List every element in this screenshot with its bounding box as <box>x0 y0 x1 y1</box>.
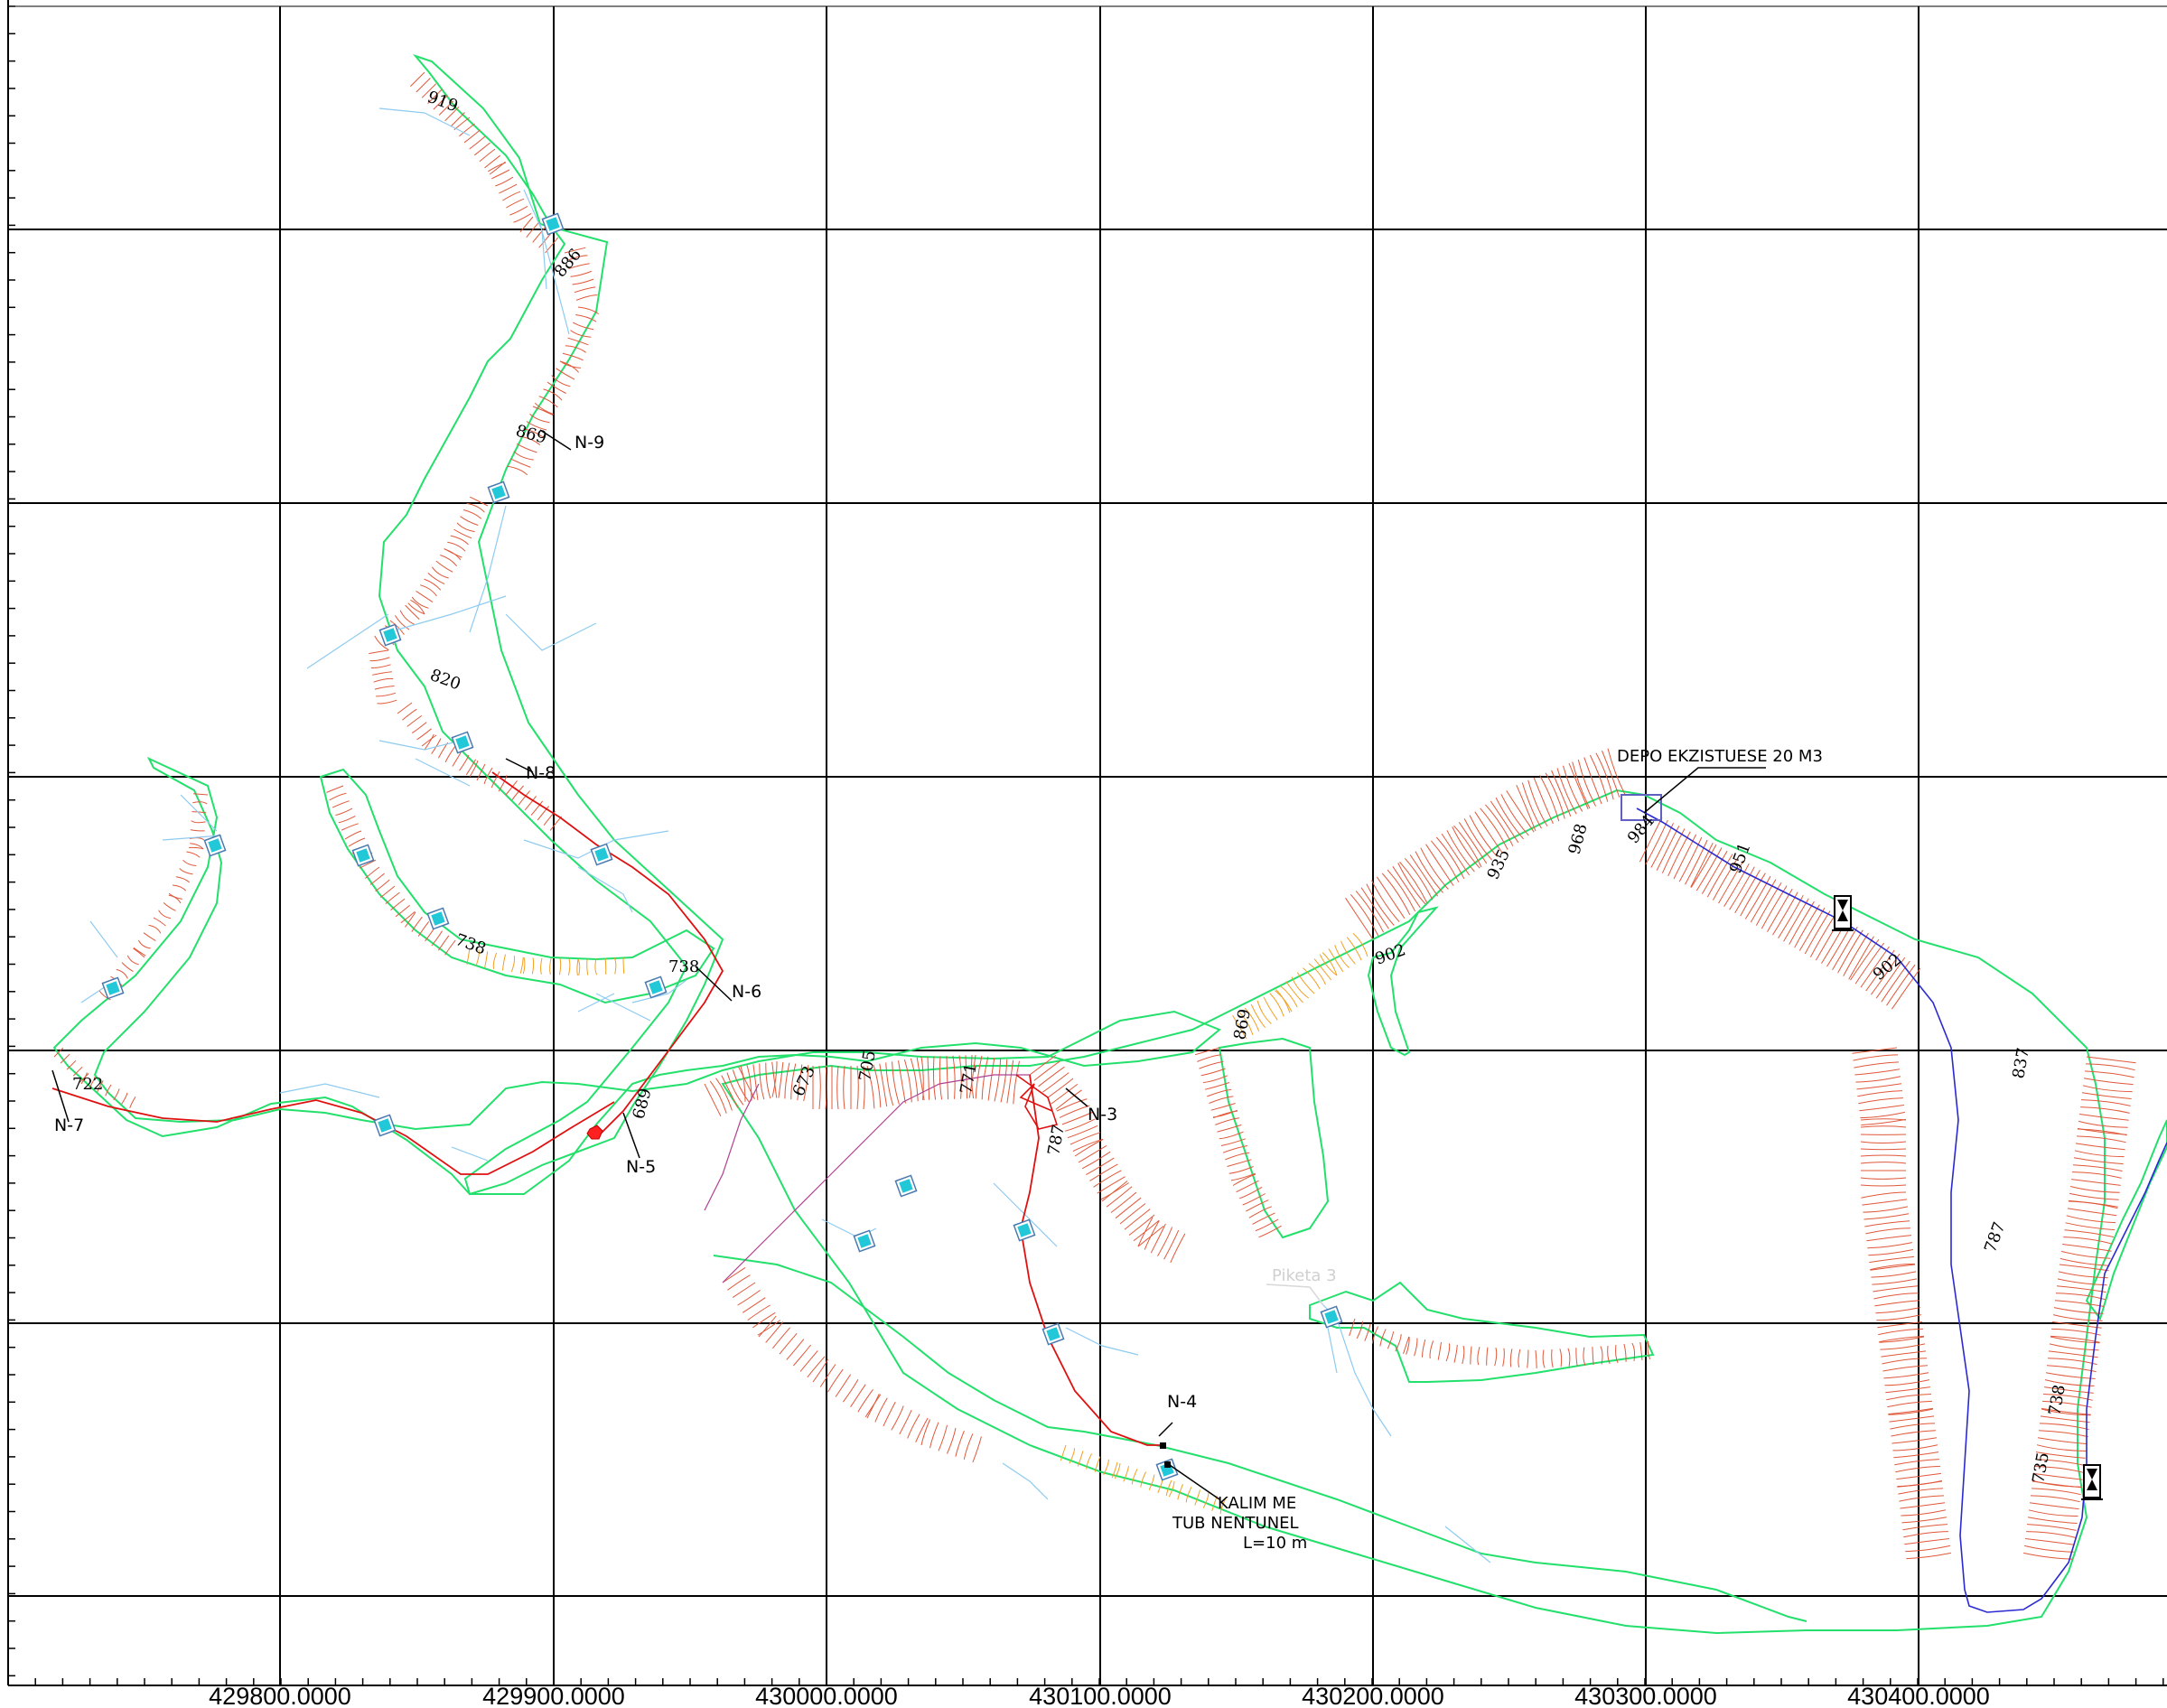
bottom-axis-ticks <box>7 1678 2164 1685</box>
contour-label: 869 <box>1230 1007 1255 1041</box>
manhole-icon <box>853 1229 876 1253</box>
manhole-icon <box>101 976 125 1000</box>
tunnel-markers <box>1160 1442 1171 1468</box>
contour-label: 787 <box>1981 1219 2009 1255</box>
node-label-n5: N-5 <box>626 1157 656 1177</box>
x-axis-label: 430400.0000 <box>1847 1683 1990 1708</box>
road-outline-center <box>721 789 2106 1635</box>
contour-label: 771 <box>957 1061 981 1095</box>
kalim-label-line2: TUB NENTUNEL <box>1172 1514 1299 1533</box>
contour-label: 738 <box>453 930 488 958</box>
contour-label: 738 <box>668 957 699 976</box>
kalim-label-line3: L=10 m <box>1243 1534 1307 1553</box>
x-axis-label: 430100.0000 <box>1029 1683 1172 1708</box>
manhole-icon <box>1013 1218 1036 1242</box>
contour-label: 902 <box>1373 940 1408 968</box>
contour-label: 968 <box>1565 822 1592 857</box>
kalim-label-line1: KALIM ME <box>1218 1494 1296 1513</box>
coordinate-grid <box>8 6 2167 1685</box>
contour-label: 886 <box>551 245 585 281</box>
road-corridor-outlines <box>52 53 2167 1635</box>
manhole-icon <box>451 731 474 754</box>
x-axis-label: 430200.0000 <box>1302 1683 1444 1708</box>
contour-label: 705 <box>855 1049 880 1082</box>
x-axis-label: 430300.0000 <box>1574 1683 1717 1708</box>
contour-label: 787 <box>1044 1123 1069 1156</box>
contour-label: 735 <box>2029 1451 2053 1484</box>
valve-icon <box>2081 1464 2103 1500</box>
road-outline-west <box>52 756 1221 1195</box>
node-labels: N-9 N-8 N-7 N-6 N-5 N-4 N-3 <box>54 433 1197 1412</box>
contour-label: 837 <box>2009 1046 2033 1079</box>
secondary-pipe <box>704 1074 1030 1283</box>
existing-reservoir <box>1621 794 1662 821</box>
contour-label: 722 <box>72 1075 103 1094</box>
depo-label: DEPO EKZISTUESE 20 M3 <box>1617 747 1823 766</box>
contour-label: 935 <box>1483 846 1514 882</box>
map-frame <box>7 0 2167 1686</box>
manhole-icon <box>426 907 450 930</box>
road-outline-loop <box>319 768 715 1004</box>
junction-symbol-n3 <box>1015 1074 1059 1130</box>
x-axis-label: 429900.0000 <box>482 1683 625 1708</box>
river-bank-east <box>2085 1119 2167 1321</box>
node-label-n9: N-9 <box>574 433 604 453</box>
annotations: DEPO EKZISTUESE 20 M3 Piketa 3 KALIM ME … <box>1172 747 1823 1553</box>
road-outline-branch-902 <box>1367 906 1439 1057</box>
pump-node <box>586 1125 603 1140</box>
node-label-n3: N-3 <box>1088 1105 1117 1125</box>
node-label-n6: N-6 <box>732 982 761 1002</box>
road-outline-east-spur <box>1309 1281 1655 1383</box>
manhole-icon <box>644 975 668 999</box>
manhole-icon <box>487 481 510 504</box>
manhole-icon <box>1041 1322 1065 1346</box>
valve-symbols <box>1832 895 2103 1500</box>
x-axis-label: 429800.0000 <box>209 1683 351 1708</box>
node-label-n7: N-7 <box>54 1115 84 1135</box>
leader-lines <box>51 429 1766 1500</box>
contour-labels: 919 886 869 820 738 738 722 689 673 705 … <box>72 88 2069 1485</box>
contour-label: 820 <box>427 666 462 694</box>
node-label-n8: N-8 <box>526 763 556 783</box>
manhole-icon <box>894 1174 918 1198</box>
manholes <box>101 212 1343 1481</box>
left-axis-ticks <box>8 5 15 1677</box>
contour-label: 919 <box>425 88 460 116</box>
manhole-icon <box>1320 1305 1343 1329</box>
manhole-icon <box>378 623 402 647</box>
drainage-lines <box>80 107 1491 1563</box>
road-outline-inner <box>1218 1037 1330 1239</box>
valve-icon <box>1832 895 1854 931</box>
manhole-icon <box>1155 1458 1179 1481</box>
piketa-label: Piketa 3 <box>1272 1266 1337 1285</box>
manhole-icon <box>590 843 613 866</box>
road-outline-north <box>378 53 724 1196</box>
x-axis-label: 430000.0000 <box>755 1683 898 1708</box>
manhole-icon <box>351 844 375 867</box>
node-label-n4: N-4 <box>1167 1392 1197 1412</box>
manhole-icon <box>203 834 227 857</box>
road-outline-south <box>713 1255 1807 1622</box>
manhole-icon <box>541 212 565 236</box>
x-axis-labels: 429800.0000 429900.0000 430000.0000 4301… <box>209 1683 1990 1708</box>
manhole-icon <box>373 1114 397 1137</box>
main-pipeline <box>51 771 1165 1446</box>
terrain-contours <box>53 71 2136 1560</box>
